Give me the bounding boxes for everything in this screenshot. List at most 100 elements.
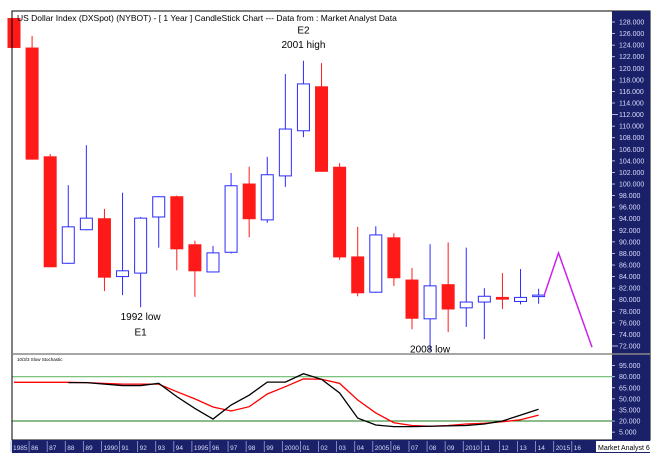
candle-2004 xyxy=(351,226,365,297)
time-tick-label: 1990 xyxy=(103,445,118,452)
candle-body xyxy=(477,295,491,303)
time-tick-label: 97 xyxy=(230,445,238,452)
price-tick-label: 94.000 xyxy=(619,216,641,223)
candle-body xyxy=(152,196,166,218)
price-panel: E2 2001 high 1992 low E1 2008 low xyxy=(7,18,593,355)
stochastic-tick-label: 5.000 xyxy=(619,430,637,437)
candle-1987 xyxy=(43,153,57,268)
candle-2006 xyxy=(387,233,401,286)
candle-1986 xyxy=(25,35,39,160)
time-tick-label: 02 xyxy=(321,445,329,452)
price-tick-label: 98.000 xyxy=(619,193,641,200)
time-tick-label: 14 xyxy=(538,445,546,452)
time-tick-label: 11 xyxy=(483,445,490,452)
price-tick-label: 102.000 xyxy=(619,170,644,177)
annotation-label: 2008 low xyxy=(410,344,451,355)
stochastic-panel xyxy=(12,373,612,428)
time-tick-label: 2005 xyxy=(375,445,390,452)
time-tick-label: 98 xyxy=(248,445,256,452)
candle-2000 xyxy=(278,74,292,187)
candle-body xyxy=(188,244,202,272)
candle-2002 xyxy=(315,63,329,172)
time-tick-label: 2000 xyxy=(284,445,299,452)
axes: 128.000 126.000 124.000 122.000 120.000 118.0… xyxy=(10,10,651,453)
candle-body xyxy=(61,226,75,264)
candle-2011 xyxy=(477,288,491,340)
candle-body xyxy=(43,156,57,268)
candle-body xyxy=(441,284,455,310)
candle-1992 xyxy=(134,216,148,308)
candle-body xyxy=(97,218,111,278)
annotation-label: E1 xyxy=(135,328,148,339)
candle-body xyxy=(459,301,473,309)
time-tick-label: 07 xyxy=(411,445,419,452)
candle-body xyxy=(532,294,546,298)
price-tick-label: 74.000 xyxy=(619,332,641,339)
value-axis-panel xyxy=(612,11,650,440)
stochastic-tick-label: 65.000 xyxy=(619,385,641,392)
price-tick-label: 128.000 xyxy=(619,20,644,27)
candle-2007 xyxy=(405,267,419,330)
time-tick-label: 01 xyxy=(302,445,310,452)
stochastic-k-line xyxy=(68,373,539,428)
price-tick-label: 126.000 xyxy=(619,31,644,38)
watermark-box xyxy=(596,441,650,452)
candle-body xyxy=(405,279,419,319)
price-tick-label: 76.000 xyxy=(619,320,641,327)
time-tick-label: 89 xyxy=(85,445,93,452)
stochastic-tick-label: 20.000 xyxy=(619,419,641,426)
candle-1994 xyxy=(170,195,184,271)
price-tick-label: 88.000 xyxy=(619,251,641,258)
time-tick-label: 08 xyxy=(429,445,437,452)
candle-body xyxy=(170,196,184,250)
price-tick-label: 108.000 xyxy=(619,135,644,142)
candle-body xyxy=(495,296,509,300)
price-tick-label: 100.000 xyxy=(619,182,644,189)
time-tick-label: 06 xyxy=(393,445,401,452)
time-tick-label: 87 xyxy=(49,445,57,452)
time-tick-label: 04 xyxy=(357,445,365,452)
candle-body xyxy=(7,18,21,48)
candle-2012 xyxy=(495,273,509,309)
candle-body xyxy=(260,174,274,221)
candle-body xyxy=(79,217,93,231)
stochastic-tick-label: 80.000 xyxy=(619,374,641,381)
candle-body xyxy=(296,83,310,132)
candle-1996 xyxy=(206,245,220,273)
time-axis-bar xyxy=(12,440,650,453)
price-tick-label: 118.000 xyxy=(619,77,644,84)
candle-1997 xyxy=(224,173,238,254)
candle-body xyxy=(134,217,148,274)
price-tick-label: 122.000 xyxy=(619,54,644,61)
price-tick-label: 114.000 xyxy=(619,101,644,108)
price-tick-label: 112.000 xyxy=(619,112,644,119)
time-tick-label: 13 xyxy=(520,445,528,452)
candle-2005 xyxy=(369,226,383,293)
candle-body xyxy=(423,285,437,320)
time-tick-label: 2015 xyxy=(556,445,571,452)
annotation-label: E2 xyxy=(297,26,310,37)
price-tick-label: 86.000 xyxy=(619,263,641,270)
candle-1991 xyxy=(116,192,130,296)
time-tick-label: 93 xyxy=(158,445,166,452)
time-tick-label: 03 xyxy=(339,445,347,452)
candle-body xyxy=(514,296,528,302)
time-tick-label: 1995 xyxy=(194,445,209,452)
time-tick-label: 1985 xyxy=(13,445,28,452)
price-tick-label: 106.000 xyxy=(619,147,644,154)
stochastic-label: 10/3/3 Slow Stochastic xyxy=(17,357,63,362)
price-tick-label: 104.000 xyxy=(619,158,644,165)
candle-body xyxy=(278,128,292,177)
stochastic-tick-label: 50.000 xyxy=(619,396,641,403)
candle-1995 xyxy=(188,240,202,297)
candle-body xyxy=(369,234,383,293)
annotation-label: 1992 low xyxy=(121,312,162,323)
candle-1993 xyxy=(152,196,166,248)
time-tick-label: 2010 xyxy=(465,445,480,452)
candle-body xyxy=(206,252,220,273)
time-tick-label: 88 xyxy=(67,445,75,452)
projection-line xyxy=(543,250,593,348)
candle-2009 xyxy=(441,242,455,333)
candle-2013 xyxy=(514,269,528,305)
time-tick-label: 91 xyxy=(122,445,130,452)
